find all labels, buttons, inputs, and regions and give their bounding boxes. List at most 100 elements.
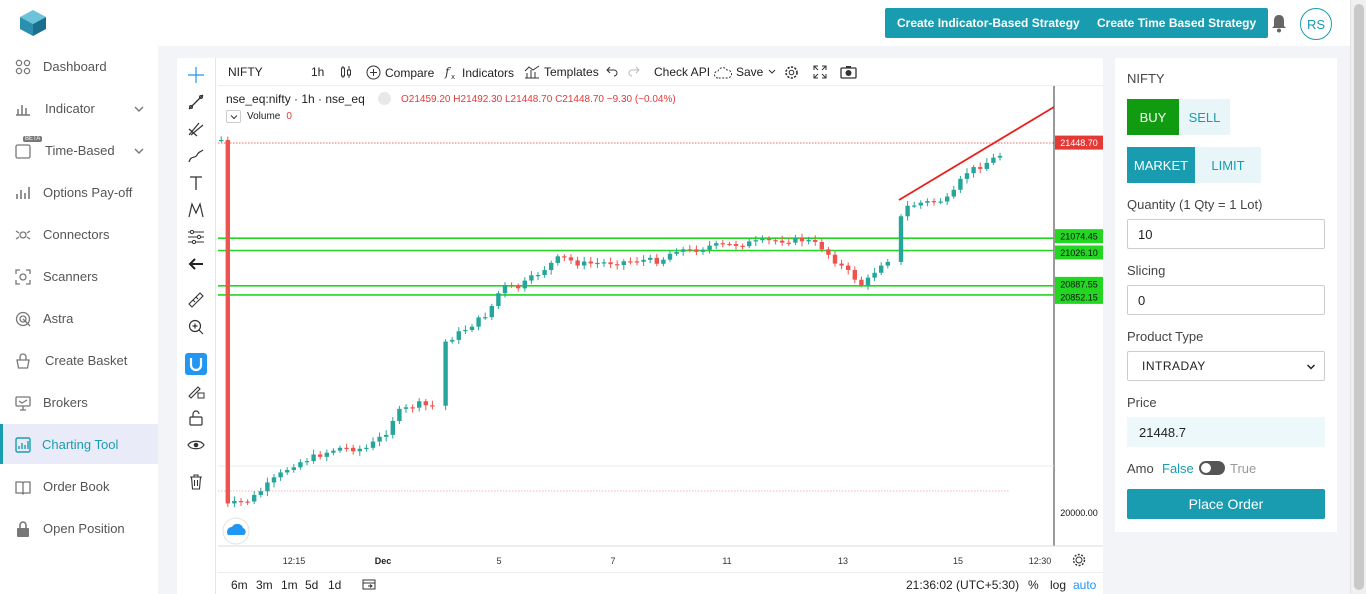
legend-hide-icon[interactable] [378, 92, 392, 106]
pitchfork-tool[interactable] [185, 118, 207, 140]
scrollbar-thumb[interactable] [1354, 4, 1364, 590]
ohlc-values: O21459.20 H21492.30 L21448.70 C21448.70 … [401, 94, 676, 105]
collapse-legend-button[interactable] [226, 110, 241, 123]
sidebar-item-dashboard[interactable]: Dashboard [0, 46, 158, 86]
sidebar-item-charting-tool[interactable]: Charting Tool [0, 424, 158, 464]
amo-toggle[interactable] [1199, 461, 1225, 475]
magnet-icon [189, 358, 203, 372]
sidebar-item-open-position[interactable]: Open Position [0, 508, 158, 548]
place-order-button[interactable]: Place Order [1127, 489, 1325, 519]
brush-tool[interactable] [185, 145, 207, 167]
hide-drawings-tool[interactable] [185, 434, 207, 456]
text-tool[interactable] [185, 172, 207, 194]
range-3m[interactable]: 3m [256, 578, 273, 592]
settings-button[interactable] [784, 65, 799, 80]
sidebar-item-order-book[interactable]: Order Book [0, 466, 158, 506]
auto-toggle[interactable]: auto [1073, 578, 1097, 592]
candle-body [595, 262, 600, 265]
sidebar-item-astra[interactable]: Astra [0, 298, 158, 338]
symbol-search[interactable]: NIFTY [228, 65, 263, 79]
svg-text:f: f [444, 65, 452, 79]
fullscreen-button[interactable] [813, 65, 827, 79]
candle-body [628, 261, 633, 263]
ruler-tool[interactable] [185, 289, 207, 311]
product-type-select[interactable]: INTRADAY [1127, 351, 1325, 381]
bar-chart-icon [16, 187, 30, 199]
create-time-strategy-button[interactable]: Create Time Based Strategy [1085, 8, 1269, 38]
price-label-bg [1055, 245, 1103, 260]
sidebar-item-create-basket[interactable]: Create Basket [0, 340, 158, 380]
range-1m[interactable]: 1m [281, 578, 298, 592]
candle-body [555, 256, 560, 263]
market-button[interactable]: MARKET [1127, 147, 1195, 183]
magnet-tool[interactable] [185, 353, 207, 375]
undo-button[interactable] [606, 65, 618, 77]
ruler-icon [188, 292, 204, 308]
stay-drawing-tool[interactable] [185, 380, 207, 402]
interval-select[interactable]: 1h [311, 65, 324, 79]
sidebar-item-time-based[interactable]: BETA Time-Based [0, 130, 158, 170]
sell-button[interactable]: SELL [1179, 99, 1230, 135]
candle-body [747, 241, 752, 247]
back-arrow-tool[interactable] [185, 253, 207, 275]
log-toggle[interactable]: log [1050, 578, 1067, 592]
slicing-input[interactable]: 0 [1127, 285, 1325, 315]
candle-body [337, 447, 343, 451]
percent-toggle[interactable]: % [1028, 578, 1039, 592]
chart-legend: nse_eq:nifty · 1h · nse_eq [226, 92, 392, 106]
candle-body [549, 262, 554, 271]
create-indicator-strategy-button[interactable]: Create Indicator-Based Strategy [885, 8, 1092, 38]
range-6m[interactable]: 6m [231, 578, 248, 592]
price-input[interactable]: 21448.7 [1127, 417, 1325, 447]
sidebar-item-brokers[interactable]: Brokers [0, 382, 158, 422]
series-title[interactable]: nse_eq:nifty · 1h · nse_eq [226, 92, 365, 106]
trend-line-tool[interactable] [185, 91, 207, 113]
limit-button[interactable]: LIMIT [1195, 147, 1261, 183]
sidebar-item-indicator[interactable]: Indicator [0, 88, 158, 128]
trend-line[interactable] [898, 106, 1055, 201]
save-button[interactable]: Save [714, 65, 777, 79]
redo-button[interactable] [628, 65, 640, 77]
time-tick-label: Dec [375, 556, 392, 566]
crosshair-tool[interactable] [185, 64, 207, 86]
page-scrollbar[interactable] [1350, 0, 1366, 594]
user-avatar[interactable]: RS [1300, 8, 1332, 40]
compare-button[interactable]: Compare [366, 65, 434, 80]
pattern-tool[interactable] [185, 199, 207, 221]
buy-button[interactable]: BUY [1127, 99, 1179, 135]
chart-settings-gear[interactable] [1072, 553, 1086, 567]
clock-display[interactable]: 21:36:02 (UTC+5:30) [906, 578, 1020, 592]
gear-icon [1072, 553, 1086, 567]
lock-drawings-tool[interactable] [185, 407, 207, 429]
sidebar-item-scanners[interactable]: Scanners [0, 256, 158, 296]
zoom-in-icon [188, 319, 204, 335]
templates-button[interactable]: Templates [524, 65, 599, 79]
horizontal-levels[interactable] [218, 237, 1054, 296]
candle-body [311, 454, 316, 462]
candle-body [324, 452, 329, 457]
screenshot-button[interactable] [840, 65, 857, 79]
price-chart[interactable]: 21448.70 21074.45 21026.10 20887.55 20852.15… [218, 86, 1103, 572]
range-1d[interactable]: 1d [328, 578, 342, 592]
quantity-input[interactable]: 10 [1127, 219, 1325, 249]
zoom-tool[interactable] [185, 316, 207, 338]
app-logo-icon[interactable] [18, 9, 48, 37]
candle-body [344, 447, 349, 449]
prediction-tool[interactable] [185, 226, 207, 248]
price-label-bg [1055, 276, 1103, 291]
sidebar-item-options-payoff[interactable]: Options Pay-off [0, 172, 158, 212]
chart-type-button[interactable] [340, 65, 352, 79]
remove-drawings-tool[interactable] [185, 471, 207, 493]
range-5d[interactable]: 5d [305, 578, 319, 592]
bell-icon[interactable] [1270, 13, 1288, 33]
sidebar-item-label: Options Pay-off [43, 184, 133, 200]
candle-body [760, 238, 765, 241]
sidebar-item-connectors[interactable]: Connectors [0, 214, 158, 254]
candle-body [707, 245, 712, 250]
drawing-toolbar [177, 58, 216, 594]
candle-body [450, 339, 455, 342]
goto-date-button[interactable] [362, 578, 376, 593]
check-api-button[interactable]: Check API [654, 65, 710, 79]
